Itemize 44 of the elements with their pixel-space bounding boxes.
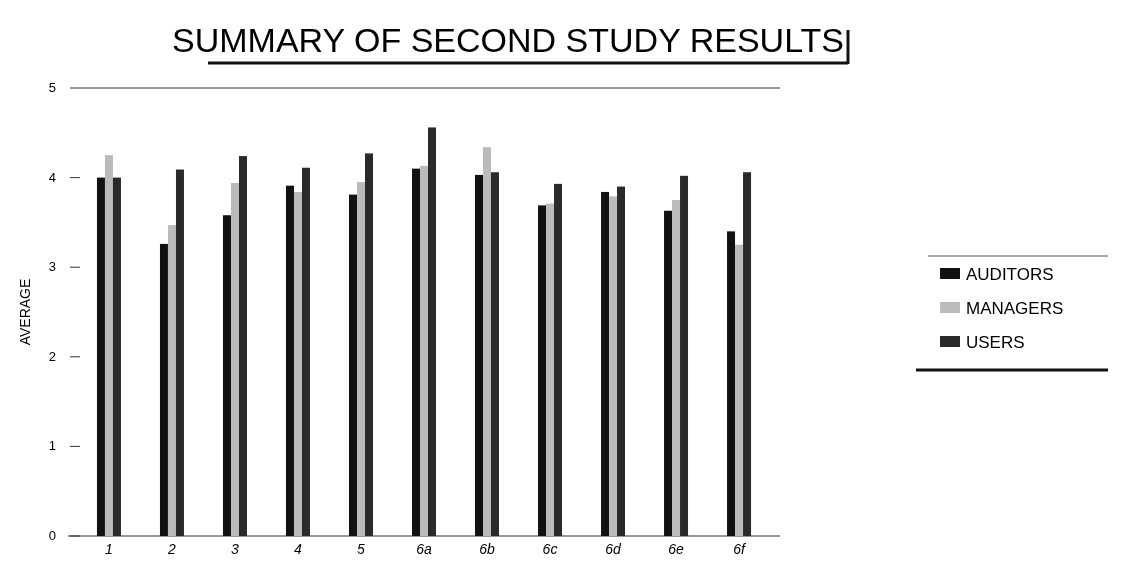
bar xyxy=(483,147,492,536)
x-tick-label: 6a xyxy=(416,541,432,557)
y-tick-label: 1 xyxy=(48,438,56,454)
y-tick-label: 3 xyxy=(48,259,56,275)
x-tick-label: 4 xyxy=(294,541,303,557)
y-tick-label: 2 xyxy=(48,348,56,364)
bar xyxy=(96,177,105,536)
chart-title: SUMMARY OF SECOND STUDY RESULTS xyxy=(172,21,844,59)
bar xyxy=(546,203,555,536)
x-tick-label: 6e xyxy=(668,541,685,557)
y-tick-label: 0 xyxy=(48,528,56,543)
bar xyxy=(293,191,302,536)
bar xyxy=(664,210,673,536)
legend-label: AUDITORS xyxy=(966,265,1054,284)
bar xyxy=(601,191,610,536)
x-tick-label: 6d xyxy=(605,541,623,557)
bar xyxy=(356,182,365,536)
bar xyxy=(475,174,484,536)
bar xyxy=(420,165,428,536)
bar xyxy=(412,168,420,536)
x-tick-label: 3 xyxy=(231,541,240,557)
x-tick-label: 5 xyxy=(357,541,366,557)
bar xyxy=(727,231,736,536)
bar xyxy=(735,244,744,536)
x-tick-label: 2 xyxy=(167,541,177,557)
y-axis-title: AVERAGE xyxy=(17,278,33,346)
bar xyxy=(104,155,113,536)
bar xyxy=(348,194,357,536)
bar xyxy=(159,243,168,536)
x-tick-label: 1 xyxy=(105,541,113,557)
y-tick-label: 5 xyxy=(48,80,56,95)
x-tick-label: 6f xyxy=(733,541,747,557)
x-tick-label: 6c xyxy=(542,541,558,557)
bar xyxy=(609,196,618,536)
bar xyxy=(167,225,176,536)
bar xyxy=(672,200,681,536)
legend-label: MANAGERS xyxy=(966,299,1064,318)
bar xyxy=(538,205,547,536)
bar xyxy=(285,185,294,536)
y-tick-label: 4 xyxy=(48,169,56,185)
x-tick-label: 6b xyxy=(479,541,496,557)
bar xyxy=(230,182,239,536)
bar xyxy=(222,215,231,536)
legend-label: USERS xyxy=(966,333,1025,352)
